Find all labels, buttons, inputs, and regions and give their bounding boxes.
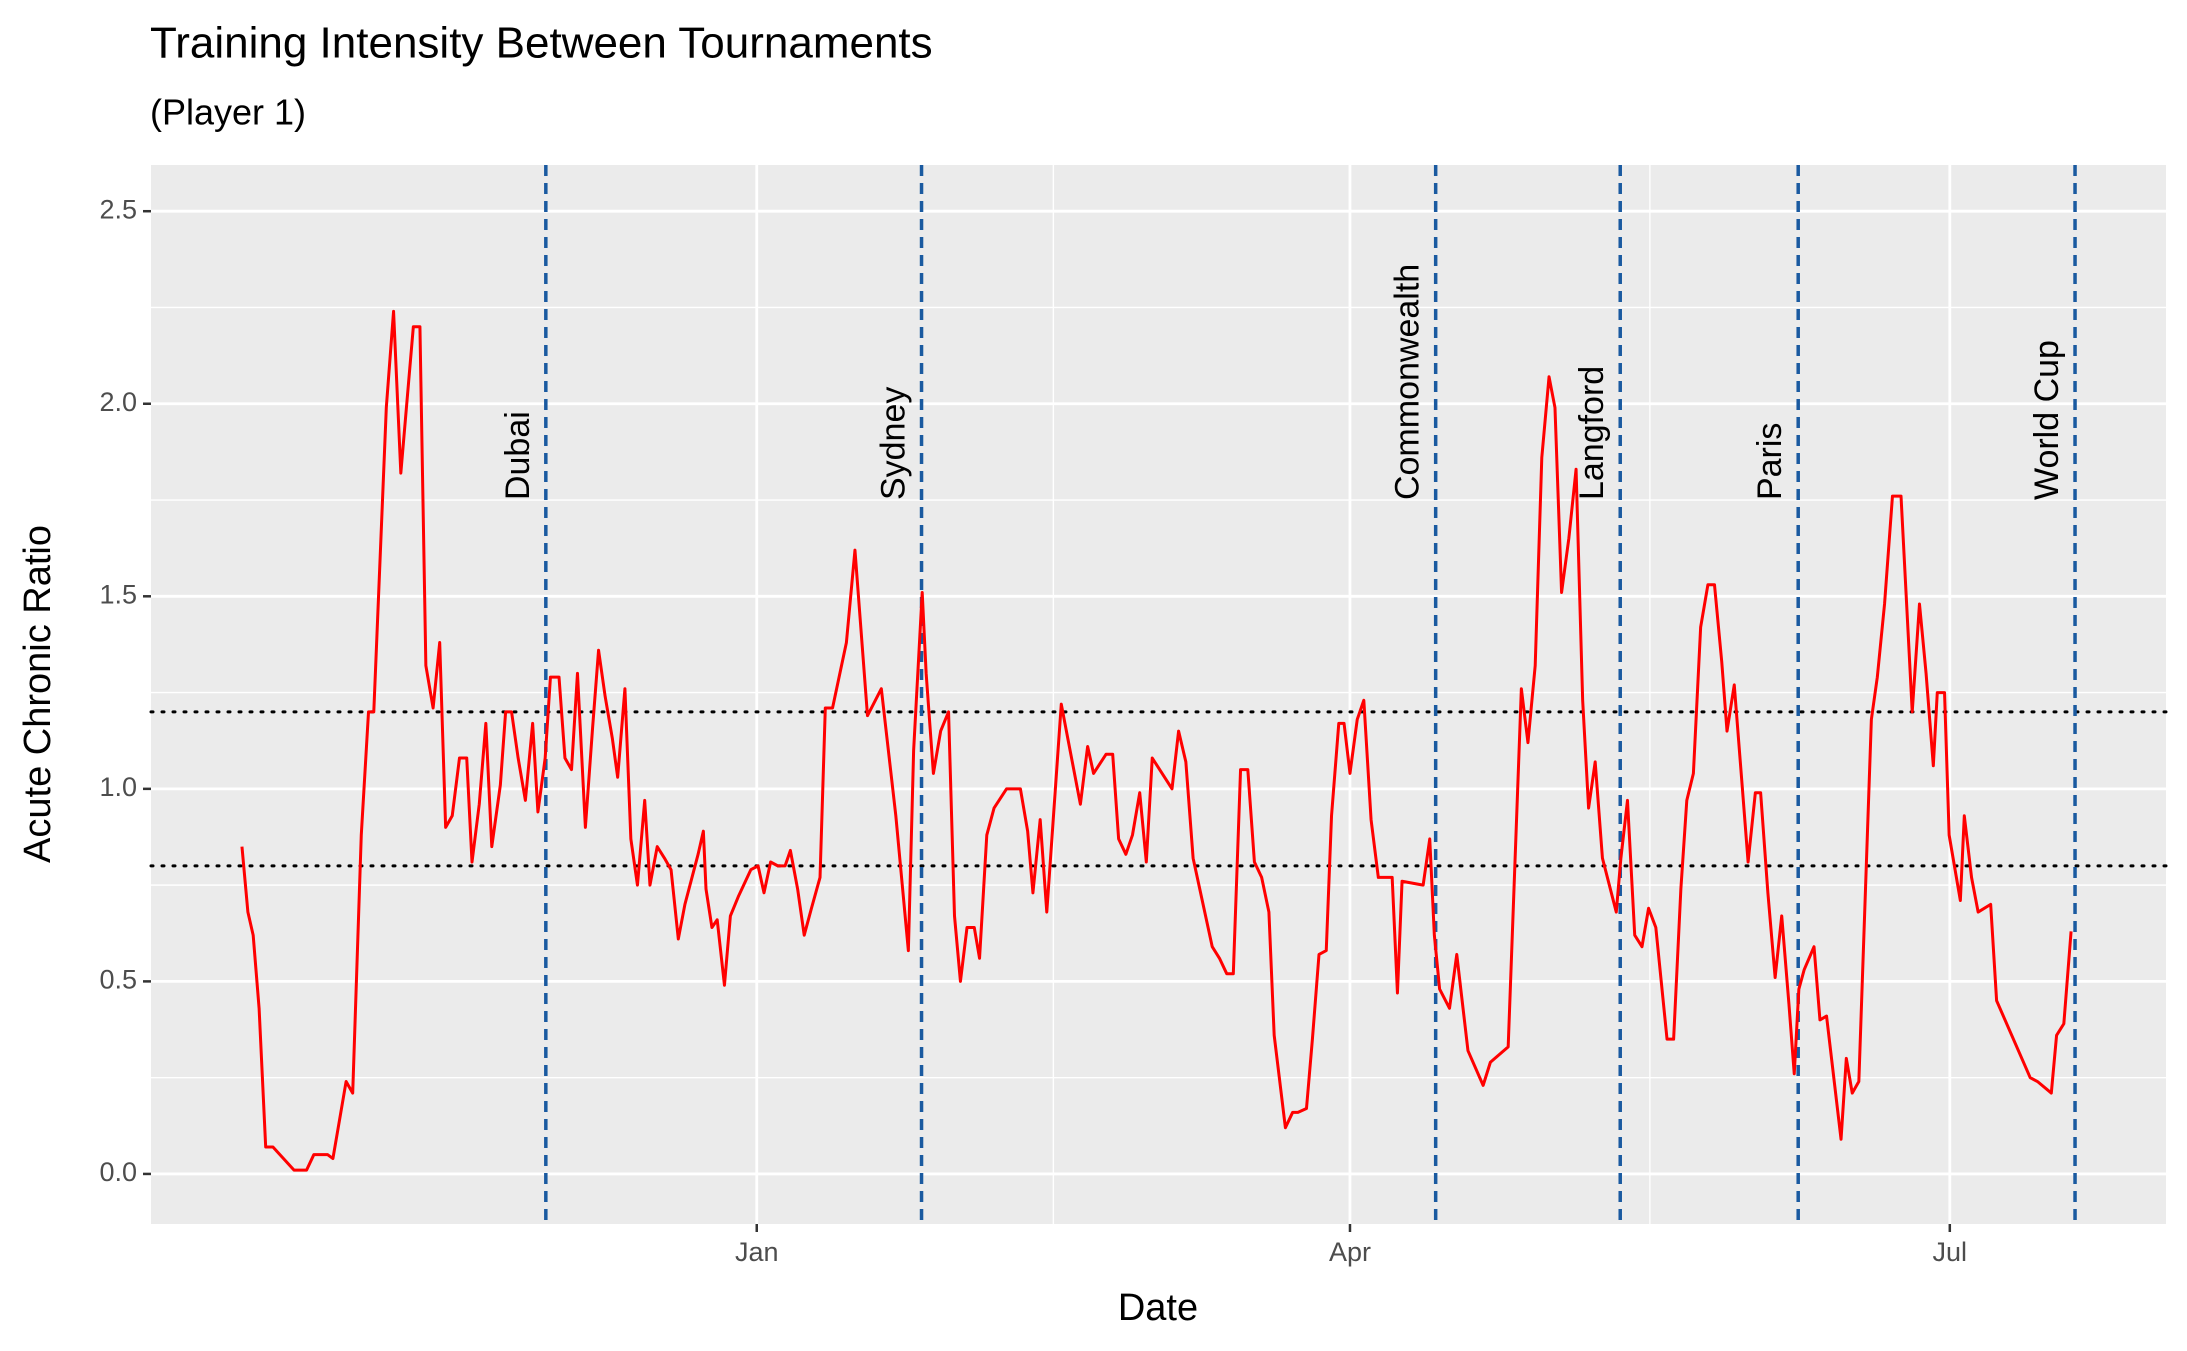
- y-tick-label: 2.0: [99, 387, 137, 417]
- y-axis-label: Acute Chronic Ratio: [17, 525, 59, 863]
- chart-subtitle: (Player 1): [150, 92, 306, 133]
- grid: [151, 165, 2166, 1224]
- event-label: Langford: [1573, 366, 1611, 500]
- y-tick-label: 0.0: [99, 1157, 137, 1187]
- y-tick-label: 2.5: [99, 194, 137, 224]
- event-label: Commonwealth: [1389, 264, 1427, 500]
- data-line: [240, 309, 2073, 1172]
- y-tick-label: 1.0: [99, 772, 137, 802]
- x-tick-label: Apr: [1329, 1237, 1371, 1267]
- chart-title: Training Intensity Between Tournaments: [150, 19, 933, 68]
- y-tick-label: 1.5: [99, 579, 137, 609]
- event-label: Sydney: [875, 387, 913, 500]
- axes: 0.0 0.5 1.0 1.5 2.0 2.5 Jan Apr Jul: [99, 194, 1967, 1267]
- event-label: Dubai: [499, 411, 537, 500]
- x-tick-label: Jan: [735, 1237, 779, 1267]
- x-axis-label: Date: [1118, 1287, 1198, 1329]
- x-tick-label: Jul: [1933, 1237, 1968, 1267]
- event-label: World Cup: [2028, 340, 2066, 500]
- event-label: Paris: [1751, 423, 1789, 500]
- panel: [151, 165, 2166, 1224]
- y-tick-label: 0.5: [99, 965, 137, 995]
- plot: Dubai Sydney Commonwealth Langford Paris Worl…: [149, 165, 2168, 1224]
